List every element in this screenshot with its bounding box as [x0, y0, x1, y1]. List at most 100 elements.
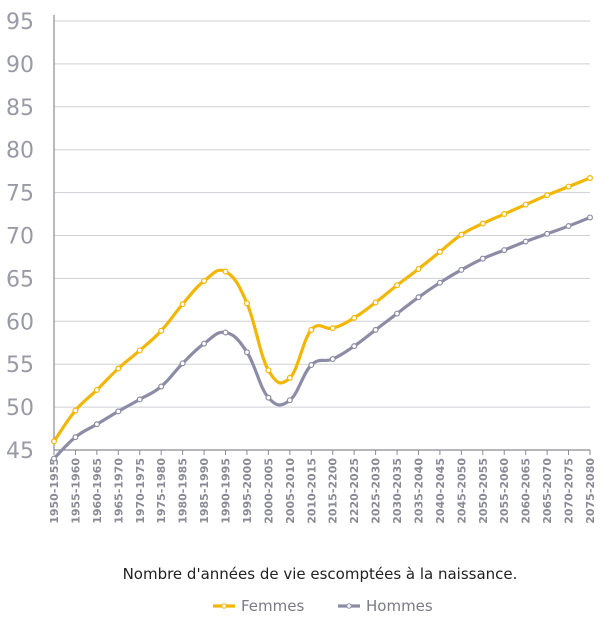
x-tick-label: 2010-2015 [305, 458, 318, 524]
x-axis-ticks: 1950-1955 1955-1960 1960-1965 1965-1970 1970… [48, 450, 597, 524]
data-point-hommes [372, 326, 379, 333]
y-tick-60: 60 [6, 310, 34, 335]
x-tick-label: 1985-1990 [198, 458, 211, 524]
legend-marker [346, 603, 352, 609]
x-tick-label: 2065-2070 [541, 458, 554, 524]
data-point-hommes [394, 310, 401, 317]
x-tick-label: 2035-2040 [412, 458, 425, 524]
data-point-hommes [179, 360, 186, 367]
legend-label-hommes: Hommes [366, 597, 433, 615]
data-point-femmes [479, 220, 486, 227]
y-tick-70: 70 [6, 225, 34, 250]
data-point-femmes [501, 211, 508, 218]
data-point-hommes [308, 362, 315, 369]
legend-marker [221, 603, 227, 609]
data-point-femmes [265, 367, 272, 374]
data-point-hommes [586, 214, 593, 221]
x-tick-label: 1965-1970 [112, 458, 125, 524]
data-point-femmes [286, 374, 293, 381]
data-point-hommes [329, 356, 336, 363]
x-tick-label: 2030-2035 [391, 458, 404, 524]
data-point-femmes [201, 277, 208, 284]
series-line-hommes [52, 215, 592, 461]
y-tick-65: 65 [6, 267, 34, 292]
data-point-femmes [243, 300, 250, 307]
data-point-femmes [158, 327, 165, 334]
y-tick-75: 75 [6, 182, 34, 207]
x-tick-label: 2045-2050 [455, 458, 468, 524]
data-point-hommes [93, 421, 100, 428]
x-tick-label: 2060-2065 [520, 458, 533, 524]
y-tick-45: 45 [6, 439, 34, 464]
data-point-hommes [50, 455, 57, 462]
data-point-femmes [394, 282, 401, 289]
data-point-femmes [458, 231, 465, 238]
data-point-hommes [415, 294, 422, 301]
y-tick-90: 90 [6, 53, 34, 78]
data-point-femmes [351, 314, 358, 321]
data-point-femmes [565, 183, 572, 190]
data-point-femmes [415, 265, 422, 272]
data-point-hommes [351, 343, 358, 350]
series-lines [50, 175, 593, 462]
x-tick-label: 2015-2200 [327, 458, 340, 524]
legend: Femmes Hommes [213, 597, 433, 615]
x-tick-label: 1995-2000 [241, 458, 254, 524]
x-tick-label: 2220-2025 [348, 458, 361, 524]
data-point-femmes [136, 347, 143, 354]
data-point-femmes [115, 365, 122, 372]
y-tick-80: 80 [6, 139, 34, 164]
data-point-hommes [265, 394, 272, 401]
data-point-femmes [308, 326, 315, 333]
x-tick-label: 1970-1975 [134, 458, 147, 524]
x-tick-label: 1955-1960 [69, 458, 82, 524]
x-tick-label: 2050-2055 [477, 458, 490, 524]
data-point-hommes [286, 397, 293, 404]
data-point-hommes [522, 238, 529, 245]
data-point-hommes [243, 349, 250, 356]
x-tick-label: 1990-1995 [220, 458, 233, 524]
data-point-femmes [586, 175, 593, 182]
x-axis-label: Nombre d'années de vie escomptées à la n… [123, 565, 518, 583]
data-point-hommes [458, 266, 465, 273]
y-tick-95: 95 [6, 10, 34, 35]
data-point-femmes [522, 201, 529, 208]
data-point-femmes [436, 248, 443, 255]
data-point-hommes [436, 279, 443, 286]
data-point-femmes [179, 301, 186, 308]
data-point-femmes [50, 438, 57, 445]
data-point-femmes [72, 407, 79, 414]
data-point-hommes [201, 340, 208, 347]
y-tick-85: 85 [6, 96, 34, 121]
data-point-hommes [136, 396, 143, 403]
x-tick-label: 2000-2005 [262, 458, 275, 524]
gridlines [54, 20, 590, 408]
x-tick-label: 2005-2010 [284, 458, 297, 524]
x-tick-label: 1960-1965 [91, 458, 104, 524]
y-tick-50: 50 [6, 396, 34, 421]
x-tick-label: 2040-2045 [434, 458, 447, 524]
x-tick-label: 2025-2030 [370, 458, 383, 524]
data-point-hommes [565, 223, 572, 230]
data-point-hommes [479, 255, 486, 262]
data-point-hommes [544, 230, 551, 237]
x-tick-label: 1980-1985 [177, 458, 190, 524]
data-point-hommes [72, 434, 79, 441]
y-tick-55: 55 [6, 353, 34, 378]
x-tick-label: 2075-2080 [584, 458, 597, 524]
data-point-femmes [222, 268, 229, 275]
data-point-hommes [158, 383, 165, 390]
data-point-femmes [329, 325, 336, 332]
x-tick-label: 2055-2060 [498, 458, 511, 524]
legend-label-femmes: Femmes [241, 597, 304, 615]
x-tick-label: 2070-2075 [563, 458, 576, 524]
data-point-femmes [93, 386, 100, 393]
x-tick-label: 1975-1980 [155, 458, 168, 524]
data-point-hommes [501, 247, 508, 254]
data-point-femmes [544, 192, 551, 199]
data-point-hommes [115, 408, 122, 415]
y-axis-ticks: 45 50 55 60 65 70 75 80 85 90 95 [6, 10, 34, 464]
data-point-femmes [372, 299, 379, 306]
data-point-hommes [222, 329, 229, 336]
